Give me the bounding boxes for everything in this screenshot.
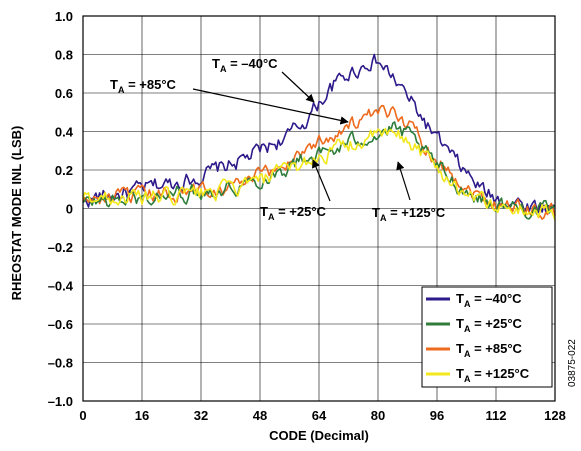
legend-box bbox=[421, 286, 553, 388]
annotation-plus85-label: TA = +85°C bbox=[110, 77, 177, 95]
x-tick-label: 112 bbox=[486, 408, 507, 423]
annotation-plus25-arrow bbox=[312, 159, 331, 202]
series-line-3 bbox=[82, 127, 556, 221]
annotation-minus40-arrow bbox=[281, 71, 315, 103]
y-axis-title: RHEOSTAT MODE INL (LSB) bbox=[9, 126, 24, 301]
legend-label-3: TA = +125°C bbox=[456, 366, 530, 384]
annotation-plus125-arrow bbox=[396, 161, 411, 201]
annotation-plus25-label: TA = +25°C bbox=[260, 204, 327, 222]
annotations: TA = –40°C TA = +85°C TA = +25°C TA = +1… bbox=[110, 56, 446, 223]
annotation-plus25: TA = +25°C bbox=[260, 159, 331, 222]
y-tick-label: 0.6 bbox=[55, 86, 73, 101]
x-axis-title: CODE (Decimal) bbox=[269, 428, 369, 443]
x-tick-label: 48 bbox=[253, 408, 267, 423]
y-tick-label: 0.8 bbox=[55, 48, 73, 63]
annotation-plus85-arrow bbox=[192, 88, 349, 125]
annotation-plus85: TA = +85°C bbox=[110, 77, 349, 125]
series-line-0 bbox=[82, 53, 556, 214]
y-tick-label: –0.8 bbox=[48, 356, 73, 371]
annotation-minus40-label: TA = –40°C bbox=[212, 56, 278, 74]
axes bbox=[82, 15, 556, 402]
x-tick-label: 0 bbox=[79, 408, 86, 423]
figure-id: 03875-022 bbox=[567, 339, 578, 387]
y-tick-label: 0 bbox=[66, 202, 73, 217]
series-lines bbox=[82, 53, 556, 221]
y-tick-label: 1.0 bbox=[55, 9, 73, 24]
y-tick-label: –1.0 bbox=[48, 394, 73, 409]
grid bbox=[82, 15, 556, 402]
legend-label-1: TA = +25°C bbox=[456, 316, 523, 334]
x-tick-label: 128 bbox=[544, 408, 566, 423]
y-tick-label: –0.2 bbox=[48, 240, 73, 255]
legend-label-2: TA = +85°C bbox=[456, 341, 523, 359]
y-tick-label: 0.4 bbox=[55, 125, 74, 140]
legend: TA = –40°C TA = +25°C TA = +85°C TA = +125°… bbox=[421, 286, 553, 388]
x-tick-label: 32 bbox=[194, 408, 208, 423]
y-tick-label: –0.6 bbox=[48, 317, 73, 332]
y-tick-label: –0.4 bbox=[48, 279, 74, 294]
x-tick-label: 16 bbox=[135, 408, 149, 423]
plot-frame bbox=[82, 15, 556, 402]
tick-labels: 0 16 32 48 64 80 96 112 128 –1.0 –0.8 –0.6 –0.4 –0.2 0… bbox=[48, 9, 566, 423]
legend-label-0: TA = –40°C bbox=[456, 291, 522, 309]
y-tick-label: 0.2 bbox=[55, 163, 73, 178]
annotation-minus40: TA = –40°C bbox=[212, 56, 315, 103]
x-tick-label: 64 bbox=[312, 408, 327, 423]
annotation-plus125: TA = +125°C bbox=[372, 161, 446, 223]
x-tick-label: 96 bbox=[430, 408, 444, 423]
x-tick-label: 80 bbox=[371, 408, 385, 423]
annotation-plus125-label: TA = +125°C bbox=[372, 205, 446, 223]
